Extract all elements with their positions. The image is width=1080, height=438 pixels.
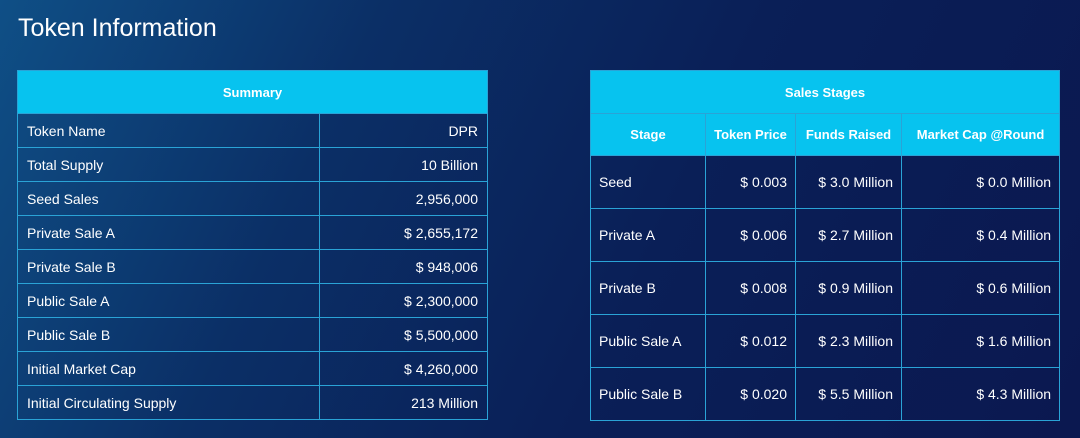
token-price: $ 0.006 [705,208,796,262]
market-cap: $ 0.0 Million [900,155,1061,209]
table-row: Private A $ 0.006 $ 2.7 Million $ 0.4 Mi… [590,208,1061,262]
stage-name: Public Sale A [590,314,706,368]
market-cap: $ 0.6 Million [900,261,1061,315]
funds-raised: $ 2.7 Million [795,208,902,262]
summary-label: Public Sale A [17,283,320,318]
summary-value: $ 2,655,172 [319,215,488,250]
summary-value: $ 948,006 [319,249,488,284]
summary-value: 213 Million [319,385,488,420]
token-price: $ 0.008 [705,261,796,315]
column-header-token-price: Token Price [705,113,796,156]
summary-value: 10 Billion [319,147,488,182]
market-cap: $ 1.6 Million [900,314,1061,368]
stage-name: Seed [590,155,706,209]
token-price: $ 0.012 [705,314,796,368]
market-cap: $ 4.3 Million [900,367,1061,421]
stage-name: Public Sale B [590,367,706,421]
table-row: Seed $ 0.003 $ 3.0 Million $ 0.0 Million [590,155,1061,209]
summary-value: DPR [319,113,488,148]
stages-column-header-row: Stage Token Price Funds Raised Market Ca… [590,113,1061,156]
table-row: Initial Market Cap $ 4,260,000 [17,351,488,386]
summary-label: Initial Circulating Supply [17,385,320,420]
summary-label: Private Sale A [17,215,320,250]
table-row: Total Supply 10 Billion [17,147,488,182]
table-row: Private Sale A $ 2,655,172 [17,215,488,250]
funds-raised: $ 5.5 Million [795,367,902,421]
funds-raised: $ 0.9 Million [795,261,902,315]
market-cap: $ 0.4 Million [900,208,1061,262]
summary-label: Public Sale B [17,317,320,352]
token-price: $ 0.020 [705,367,796,421]
summary-value: 2,956,000 [319,181,488,216]
summary-header-row: Summary [17,70,488,114]
table-row: Seed Sales 2,956,000 [17,181,488,216]
page-title: Token Information [18,14,217,42]
stages-title-row: Sales Stages [589,70,1061,114]
sales-stages-table: Sales Stages Stage Token Price Funds Rai… [589,70,1061,421]
funds-raised: $ 2.3 Million [795,314,902,368]
summary-value: $ 5,500,000 [319,317,488,352]
table-row: Public Sale B $ 0.020 $ 5.5 Million $ 4.… [590,367,1061,421]
table-row: Private Sale B $ 948,006 [17,249,488,284]
summary-table: Summary Token Name DPR Total Supply 10 B… [17,70,488,420]
token-price: $ 0.003 [705,155,796,209]
summary-label: Token Name [17,113,320,148]
table-row: Initial Circulating Supply 213 Million [17,385,488,420]
column-header-funds-raised: Funds Raised [795,113,902,156]
summary-value: $ 2,300,000 [319,283,488,318]
summary-value: $ 4,260,000 [319,351,488,386]
table-row: Token Name DPR [17,113,488,148]
summary-label: Total Supply [17,147,320,182]
column-header-market-cap: Market Cap @Round [900,113,1061,156]
funds-raised: $ 3.0 Million [795,155,902,209]
table-row: Public Sale B $ 5,500,000 [17,317,488,352]
table-row: Public Sale A $ 0.012 $ 2.3 Million $ 1.… [590,314,1061,368]
summary-label: Private Sale B [17,249,320,284]
summary-label: Seed Sales [17,181,320,216]
stage-name: Private B [590,261,706,315]
table-row: Public Sale A $ 2,300,000 [17,283,488,318]
summary-title: Summary [17,70,488,114]
sales-stages-title: Sales Stages [589,70,1061,114]
summary-label: Initial Market Cap [17,351,320,386]
table-row: Private B $ 0.008 $ 0.9 Million $ 0.6 Mi… [590,261,1061,315]
stage-name: Private A [590,208,706,262]
column-header-stage: Stage [590,113,706,156]
